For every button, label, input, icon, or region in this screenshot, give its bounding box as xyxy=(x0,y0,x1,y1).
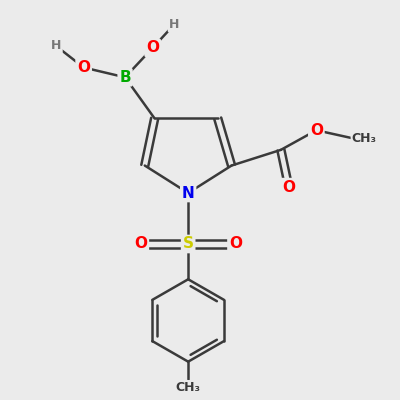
Text: O: O xyxy=(282,180,295,195)
Text: B: B xyxy=(119,70,131,85)
Text: S: S xyxy=(183,236,194,252)
Text: H: H xyxy=(51,40,61,52)
Text: O: O xyxy=(77,60,90,75)
Text: N: N xyxy=(182,186,194,200)
Text: O: O xyxy=(146,40,159,55)
Text: CH₃: CH₃ xyxy=(352,132,377,144)
Text: O: O xyxy=(134,236,147,252)
Text: H: H xyxy=(169,18,180,31)
Text: O: O xyxy=(310,123,323,138)
Text: CH₃: CH₃ xyxy=(176,381,201,394)
Text: O: O xyxy=(229,236,242,252)
